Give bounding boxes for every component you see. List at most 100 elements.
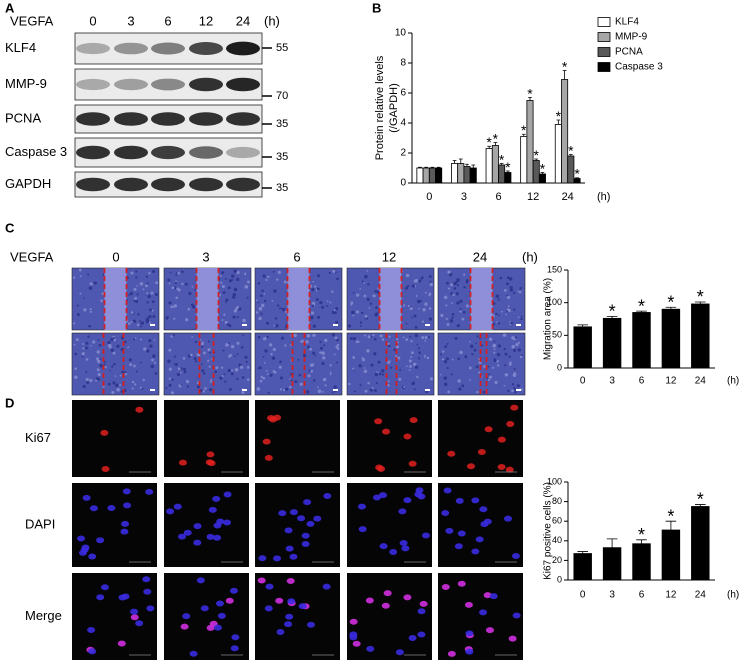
fluorescence-image [72,483,157,567]
blot-band [151,42,185,55]
cell-texture [331,311,335,314]
cell-texture [300,340,304,343]
nucleus [471,548,480,555]
cell-texture [316,315,320,319]
cell-texture [473,348,477,352]
cell-texture [311,304,315,307]
lane-label: 24 [473,249,487,264]
cell-texture [167,359,171,363]
blot-band [76,177,110,192]
nucleus [455,497,464,504]
nucleus [87,626,96,633]
cell-texture [112,381,116,385]
cell-texture [508,355,511,358]
cell-texture [132,338,135,341]
fluorescence-image [72,400,157,477]
cell-texture [507,283,509,286]
cell-texture [373,352,377,356]
cell-texture [207,348,211,352]
micrograph [254,332,343,396]
nucleus [258,555,267,562]
cell-texture [506,295,511,300]
cell-texture [514,388,517,391]
mw-label: 70 [276,90,288,102]
cell-texture [426,356,430,360]
lane-label: 6 [164,13,171,28]
cell-texture [461,317,465,321]
cell-texture [232,315,236,319]
cell-texture [453,281,457,286]
error-bar [540,172,545,174]
error-bar [418,166,422,168]
cell-texture [410,340,413,343]
cell-texture [517,348,521,352]
cell-texture [409,365,412,368]
nucleus [485,627,494,634]
cell-texture [488,373,490,376]
cell-texture [130,321,133,324]
y-tick-label: 50 [552,330,562,340]
cell-texture [349,337,353,341]
cell-texture [377,287,379,290]
cell-texture [99,364,103,368]
cell-texture [97,339,100,341]
micrograph [437,267,526,331]
cell-texture [221,271,225,275]
cell-texture [493,348,496,351]
cell-texture [451,312,455,316]
cell-texture [139,386,142,389]
cell-texture [511,389,514,393]
nucleus [419,600,428,607]
cell-texture [445,281,449,285]
cell-texture [111,391,115,395]
cell-texture [459,307,462,310]
cell-texture [307,345,310,349]
cell-texture [97,359,101,364]
cell-texture [407,305,410,308]
cell-texture [127,294,130,296]
bar [573,553,592,581]
nucleus [457,530,466,537]
nucleus [135,406,144,413]
bar [573,326,592,369]
cell-texture [265,369,268,372]
cell-texture [281,307,286,312]
cell-texture [315,298,319,301]
cell-texture [236,353,239,356]
cell-texture [364,389,368,393]
significance-marker: * [638,296,645,316]
cell-texture [267,275,270,278]
cell-texture [514,336,518,339]
y-tick-label: 8 [400,58,406,69]
cell-texture [152,354,156,358]
cell-texture [131,380,135,384]
error-bar [568,154,573,156]
significance-marker: * [562,58,568,74]
cell-texture [298,373,302,377]
legend-label: PCNA [615,47,643,58]
cell-texture [263,293,266,295]
cell-texture [475,365,479,369]
nucleus [208,506,217,513]
cell-texture [208,351,212,354]
bar [602,317,622,369]
x-tick-label: 12 [665,590,677,601]
nucleus [464,601,473,608]
panel-label: A [5,0,15,15]
cell-texture [414,279,419,283]
significance-marker: * [609,302,616,322]
cell-texture [406,284,410,288]
cell-texture [189,353,193,357]
nucleus [96,594,105,601]
cell-texture [151,300,155,304]
cell-texture [262,355,265,358]
image-bg [72,573,157,660]
nucleus [512,612,521,619]
cell-texture [370,389,373,392]
legend-label: MMP-9 [615,32,648,43]
cell-texture [424,356,426,358]
cell-texture [307,374,311,378]
cell-texture [233,287,238,292]
cell-texture [488,337,493,341]
nucleus [454,543,463,550]
